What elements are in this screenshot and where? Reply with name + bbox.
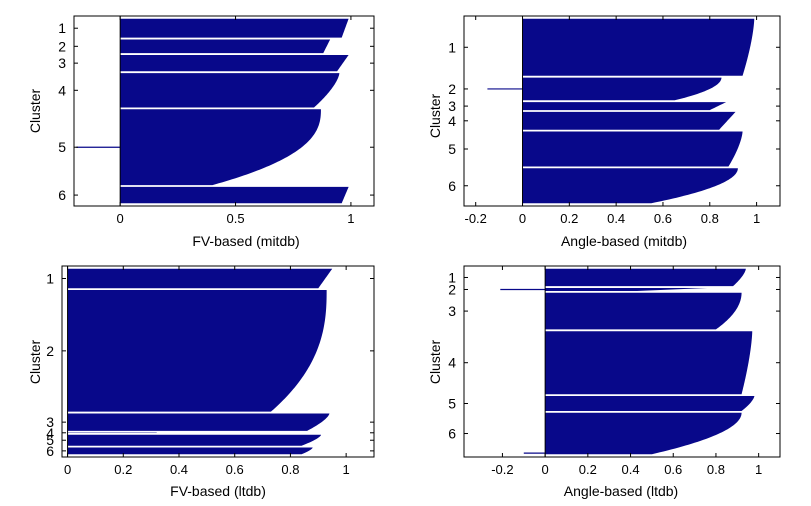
x-tick-label: 0.2 [579,462,597,477]
x-tick-label: 0.8 [701,211,719,226]
y-tick-label-4: 4 [58,82,66,98]
plot-area-angle-mitdb: 1 234 5 6 -0.2 0 0.2 0.4 0.6 0.8 1 [448,15,781,226]
silhouette-cluster-5 [522,131,743,167]
y-tick-label-6: 6 [58,187,66,203]
x-tick-label: 0.4 [170,462,188,477]
x-tick-label: 0 [519,211,526,226]
xlabel-angle-ltdb: Angle-based (ltdb) [564,483,678,499]
y-tick-label-6: 6 [448,426,456,442]
x-tick-label: 0.6 [664,462,682,477]
xlabel-angle-mitdb: Angle-based (mitdb) [561,233,687,249]
x-tick-label: 0.8 [281,462,299,477]
x-tick-label: 0.2 [114,462,132,477]
y-tick-label-4: 4 [448,113,456,129]
silhouette-cluster-5 [120,109,321,186]
silhouette-cluster-2 [120,39,331,54]
x-tick-label: -0.2 [465,211,487,226]
silhouette-cluster-4 [545,331,753,395]
x-tick-label: 0 [117,211,124,226]
panel-angle-ltdb: Angle-based (ltdb) Cluster [427,339,678,499]
silhouette-cluster-2 [67,290,327,412]
y-tick-label-4: 4 [448,355,456,371]
x-tick-label: 0.4 [622,462,640,477]
x-tick-label: 0.2 [560,211,578,226]
silhouette-cluster-2 [522,77,722,101]
silhouette-cluster-1 [522,18,755,76]
panel-fv-ltdb: FV-based (ltdb) Cluster [27,339,266,499]
ylabel-angle-mitdb: Cluster [427,93,443,138]
x-tick-label: 0.4 [607,211,625,226]
x-tick-label: 1 [343,462,350,477]
x-tick-label: -0.2 [491,462,513,477]
silhouette-cluster-5 [67,434,322,446]
silhouette-cluster-3 [522,102,727,111]
y-tick-label-2: 2 [46,343,54,359]
y-tick-label-3: 3 [46,414,54,430]
silhouette-cluster-1 [120,18,349,38]
silhouette-cluster-3 [67,413,330,431]
silhouette-cluster-6 [67,447,313,455]
silhouette-cluster-1 [545,268,746,287]
y-tick-label-3: 3 [448,303,456,319]
y-tick-label-2: 2 [448,281,456,297]
ylabel-fv-ltdb: Cluster [27,339,43,384]
panel-angle-mitdb: Angle-based (mitdb) Cluster [427,93,687,249]
x-tick-label: 0.6 [654,211,672,226]
x-tick-label: 0.8 [707,462,725,477]
silhouette-cluster-4 [522,111,736,130]
y-tick-label-5: 5 [448,396,456,412]
silhouette-cluster-6 [120,186,349,204]
y-tick-label-1: 1 [46,271,54,287]
silhouette-cluster-1 [67,268,333,289]
x-tick-label: 1 [755,462,762,477]
silhouette-cluster-6 [522,168,738,204]
ylabel-angle-ltdb: Cluster [427,339,443,384]
x-tick-label: 0.6 [226,462,244,477]
y-tick-label-2: 2 [58,38,66,54]
x-tick-label: 0 [64,462,71,477]
silhouette-cluster-3 [120,54,349,72]
x-tick-label: 0.5 [226,211,244,226]
silhouette-cluster-4 [120,73,340,108]
ylabel-fv-mitdb: Cluster [27,88,43,133]
x-tick-label: 1 [753,211,760,226]
y-tick-label-1: 1 [58,20,66,36]
xlabel-fv-ltdb: FV-based (ltdb) [170,483,266,499]
y-tick-label-5: 5 [58,139,66,155]
silhouette-cluster-2 [545,287,708,291]
y-tick-label-3: 3 [58,55,66,71]
y-tick-label-4: 4 [46,425,54,441]
panel-fv-mitdb: FV-based (mitdb) Cluster [27,88,300,249]
xlabel-fv-mitdb: FV-based (mitdb) [192,233,299,249]
silhouette-cluster-6 [545,412,742,455]
silhouette-cluster-3 [545,292,742,330]
y-tick-label-1: 1 [448,269,456,285]
y-tick-label-1: 1 [448,39,456,55]
x-tick-label: 1 [347,211,354,226]
y-tick-label-5: 5 [448,141,456,157]
x-tick-label: 0 [542,462,549,477]
y-tick-label-3: 3 [448,98,456,114]
y-tick-label-5: 5 [46,432,54,448]
y-tick-label-6: 6 [448,178,456,194]
y-tick-label-6: 6 [46,443,54,459]
silhouette-cluster-5 [545,396,755,412]
y-tick-label-2: 2 [448,81,456,97]
